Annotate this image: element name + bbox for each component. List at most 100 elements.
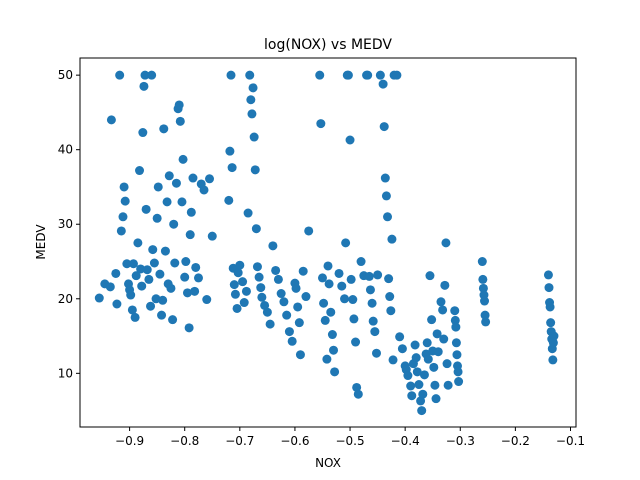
data-point-84 — [246, 95, 256, 105]
data-point-34 — [152, 213, 162, 223]
data-point-65 — [199, 185, 209, 195]
y-tick-label: 50 — [58, 68, 73, 82]
y-tick-label: 10 — [58, 366, 73, 380]
data-point-7 — [116, 226, 126, 236]
data-point-146 — [370, 327, 380, 337]
data-point-47 — [170, 258, 180, 268]
data-point-51 — [175, 116, 185, 126]
data-point-38 — [158, 295, 168, 305]
x-axis-ticks: −0.9 −0.8 −0.7 −0.6 −0.5 −0.4 −0.3 −0.2 −0.1 — [115, 427, 585, 448]
data-point-212 — [544, 283, 554, 293]
data-point-44 — [166, 283, 176, 293]
data-point-46 — [169, 219, 179, 229]
data-point-55 — [181, 257, 191, 267]
data-point-137 — [353, 389, 363, 399]
data-point-0 — [94, 293, 104, 303]
data-point-143 — [365, 285, 375, 295]
data-point-148 — [373, 270, 383, 280]
data-point-214 — [545, 302, 555, 312]
data-point-11 — [122, 259, 132, 269]
data-point-175 — [417, 406, 427, 416]
data-point-190 — [438, 305, 448, 315]
data-point-21 — [136, 264, 146, 274]
data-point-187 — [432, 329, 442, 339]
data-point-45 — [168, 315, 178, 325]
data-point-163 — [397, 344, 407, 354]
data-point-102 — [282, 310, 292, 320]
data-point-142 — [364, 271, 374, 281]
data-point-31 — [148, 245, 158, 255]
data-point-210 — [481, 317, 491, 327]
data-point-121 — [326, 307, 336, 317]
data-point-23 — [138, 128, 148, 138]
data-point-72 — [227, 163, 237, 173]
data-point-107 — [293, 302, 303, 312]
data-point-219 — [548, 355, 558, 365]
y-axis-ticks: 10 20 30 40 50 — [58, 68, 80, 380]
data-point-63 — [193, 273, 203, 283]
data-point-6 — [115, 70, 125, 80]
data-point-127 — [340, 294, 350, 304]
data-point-41 — [162, 197, 172, 207]
data-point-185 — [430, 380, 440, 390]
data-point-167 — [406, 381, 416, 391]
data-point-150 — [378, 79, 388, 89]
data-point-162 — [395, 332, 405, 342]
data-point-50 — [174, 100, 184, 110]
data-point-130 — [343, 70, 353, 80]
data-point-5 — [112, 299, 122, 309]
x-tick-label: −0.2 — [501, 434, 530, 448]
data-point-88 — [250, 165, 260, 175]
data-point-27 — [142, 265, 152, 275]
data-point-81 — [241, 286, 251, 296]
data-point-191 — [439, 334, 449, 344]
data-point-112 — [304, 226, 314, 236]
data-point-95 — [262, 307, 272, 317]
data-point-32 — [149, 258, 159, 268]
data-point-110 — [298, 266, 308, 276]
data-point-54 — [180, 272, 190, 282]
data-point-68 — [207, 231, 217, 241]
data-point-138 — [356, 257, 366, 267]
x-tick-label: −0.1 — [556, 434, 585, 448]
data-point-117 — [320, 315, 330, 325]
data-point-131 — [345, 135, 355, 145]
data-point-204 — [477, 257, 487, 267]
data-point-25 — [140, 70, 150, 80]
data-point-70 — [225, 146, 235, 156]
data-point-197 — [450, 315, 460, 325]
y-tick-label: 20 — [58, 292, 73, 306]
data-point-188 — [433, 347, 443, 357]
data-point-149 — [375, 70, 385, 80]
data-point-77 — [233, 268, 243, 278]
data-point-221 — [549, 331, 559, 341]
data-point-99 — [273, 274, 283, 284]
data-point-172 — [412, 367, 422, 377]
chart-title: log(NOX) vs MEDV — [264, 37, 392, 53]
x-tick-label: −0.7 — [225, 434, 254, 448]
data-point-122 — [327, 330, 337, 340]
data-point-104 — [287, 336, 297, 346]
data-point-87 — [249, 132, 259, 142]
data-point-61 — [190, 286, 200, 296]
data-point-14 — [126, 290, 136, 300]
data-point-144 — [367, 298, 377, 308]
data-point-43 — [164, 171, 174, 181]
data-point-119 — [323, 261, 333, 271]
data-point-114 — [316, 119, 326, 129]
data-point-56 — [182, 288, 192, 298]
data-point-195 — [443, 380, 453, 390]
data-point-209 — [480, 310, 490, 320]
data-point-133 — [348, 295, 358, 305]
x-tick-label: −0.9 — [115, 434, 144, 448]
data-point-24 — [139, 81, 149, 91]
data-point-203 — [454, 377, 464, 387]
data-point-79 — [238, 277, 248, 287]
data-point-132 — [346, 274, 356, 284]
data-point-220 — [548, 338, 558, 348]
data-point-177 — [419, 370, 429, 380]
data-point-106 — [291, 283, 301, 293]
data-point-115 — [317, 273, 327, 283]
data-point-199 — [451, 338, 461, 348]
x-axis-label: NOX — [315, 456, 341, 470]
